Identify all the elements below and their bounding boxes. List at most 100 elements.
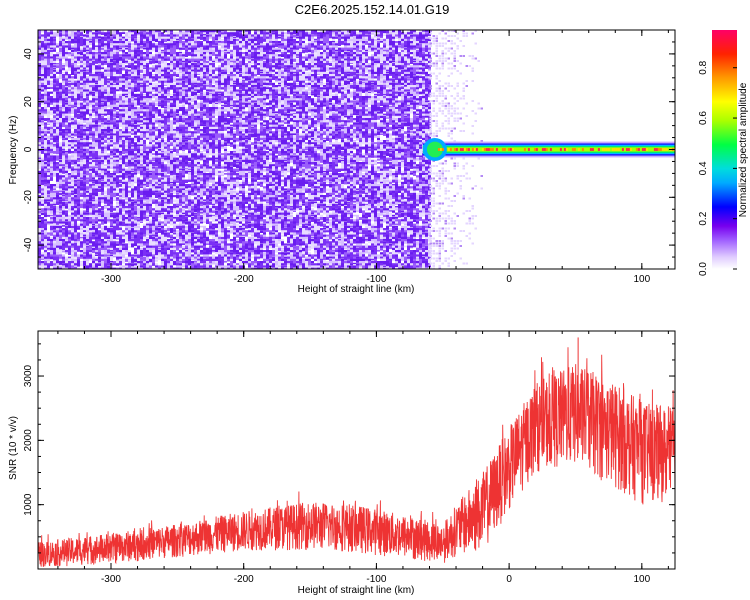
spectrogram-cell xyxy=(113,153,116,155)
spectrogram-cell xyxy=(185,74,188,78)
spectrogram-cell xyxy=(146,122,149,127)
spectrogram-cell xyxy=(158,49,161,54)
spectrogram-cell xyxy=(125,91,128,96)
spectrogram-cell xyxy=(152,173,155,178)
spectrogram-cell xyxy=(170,96,173,98)
spectrogram-cell xyxy=(176,96,179,100)
spectrogram-cell xyxy=(95,54,98,59)
spectrogram-cell xyxy=(77,159,80,163)
spectrogram-cell xyxy=(176,245,179,251)
spectrogram-cell xyxy=(38,146,41,149)
spectrogram-cell xyxy=(101,56,104,59)
spectrogram-cell xyxy=(113,118,116,120)
spectrogram-cell xyxy=(80,261,83,263)
spectrogram-cell xyxy=(140,263,143,266)
spectrogram-cell xyxy=(80,43,83,47)
spectrogram-cell xyxy=(110,34,113,37)
spectrogram-cell xyxy=(140,69,143,73)
spectrogram-cell xyxy=(68,243,71,247)
spectrogram-cell xyxy=(98,38,101,42)
spectrogram-cell xyxy=(191,43,194,47)
spectrogram-cell xyxy=(53,232,56,234)
spectrogram-cell xyxy=(173,54,176,59)
spectrogram-cell xyxy=(149,107,152,110)
spectrogram-cell xyxy=(137,263,140,266)
spectrogram-cell xyxy=(137,212,140,217)
spectrogram-cell xyxy=(107,225,110,230)
spectrogram-cell xyxy=(110,142,113,146)
spectrogram-cell xyxy=(155,210,158,213)
spectrogram-cell xyxy=(155,221,158,226)
spectrogram-cell xyxy=(158,91,161,94)
spectrogram-cell xyxy=(44,76,47,78)
spectrogram-cell xyxy=(128,98,131,101)
spectrogram-cell xyxy=(140,137,143,142)
spectrogram-cell xyxy=(104,252,107,256)
spectrogram-cell xyxy=(167,197,170,199)
spectrogram-cell xyxy=(59,85,62,90)
spectrogram-cell xyxy=(167,175,170,178)
spectrogram-cell xyxy=(161,230,164,233)
spectrogram-cell xyxy=(53,197,56,201)
spectrogram-cell xyxy=(59,250,62,255)
spectrogram-cell xyxy=(131,107,134,110)
spectrogram-cell xyxy=(164,63,167,69)
spectrogram-cell xyxy=(146,115,149,118)
spectrogram-cell xyxy=(47,45,50,49)
spectrogram-cell xyxy=(86,67,89,72)
spectrogram-cell xyxy=(74,221,77,225)
spectrogram-cell xyxy=(125,148,128,152)
spectrogram-cell xyxy=(188,93,191,97)
spectrogram-cell xyxy=(95,181,98,184)
spectrogram-cell xyxy=(191,142,194,147)
spectrogram-cell xyxy=(173,120,176,123)
spectrogram-cell xyxy=(140,221,143,223)
spectrogram-cell xyxy=(179,80,182,84)
spectrogram-cell xyxy=(128,111,131,114)
spectrogram-cell xyxy=(191,34,194,39)
spectrogram-cell xyxy=(41,195,44,197)
spectrogram-cell xyxy=(179,34,182,38)
spectrogram-cell xyxy=(179,115,182,118)
spectrogram-cell xyxy=(122,173,125,176)
spectrogram-cell xyxy=(89,52,92,55)
spectrogram-cell xyxy=(125,78,128,81)
spectrogram-cell xyxy=(167,212,170,215)
spectrogram-cell xyxy=(71,111,74,114)
spectrogram-cell xyxy=(53,192,56,197)
spectrogram-cell xyxy=(41,144,44,147)
spectrogram-cell xyxy=(95,41,98,43)
spectrogram-cell xyxy=(110,120,113,123)
spectrogram-cell xyxy=(149,203,152,207)
spectrogram-cell xyxy=(101,142,104,146)
spectrogram-cell xyxy=(53,241,56,244)
spectrogram-cell xyxy=(80,36,83,41)
spectrogram-cell xyxy=(50,54,53,57)
spectrogram-cell xyxy=(38,225,41,228)
spectrogram-cell xyxy=(188,89,191,93)
spectrogram-cell xyxy=(146,162,149,166)
spectrogram-cell xyxy=(149,32,152,37)
spectrogram-cell xyxy=(110,100,113,105)
spectrogram-cell xyxy=(158,111,161,117)
spectrogram-cell xyxy=(146,65,149,70)
spectrogram-cell xyxy=(116,203,119,207)
spectrogram-cell xyxy=(140,201,143,206)
spectrogram-cell xyxy=(185,93,188,98)
spectrogram-cell xyxy=(65,170,68,174)
spectrogram-cell xyxy=(62,155,65,161)
spectrogram-cell xyxy=(188,192,191,195)
spectrogram-cell xyxy=(110,254,113,257)
spectrogram-cell xyxy=(131,159,134,164)
spectrogram-cell xyxy=(107,109,110,113)
spectrogram-cell xyxy=(53,131,56,135)
spectrogram-cell xyxy=(62,36,65,40)
spectrogram-cell xyxy=(170,199,173,204)
spectrogram-cell xyxy=(110,228,113,231)
spectrogram-cell xyxy=(128,36,131,39)
spectrogram-cell xyxy=(188,157,191,162)
spectrogram-cell xyxy=(74,137,77,142)
spectrogram-cell xyxy=(182,267,185,269)
spectrogram-cell xyxy=(107,122,110,126)
spectrogram-cell xyxy=(41,109,44,114)
